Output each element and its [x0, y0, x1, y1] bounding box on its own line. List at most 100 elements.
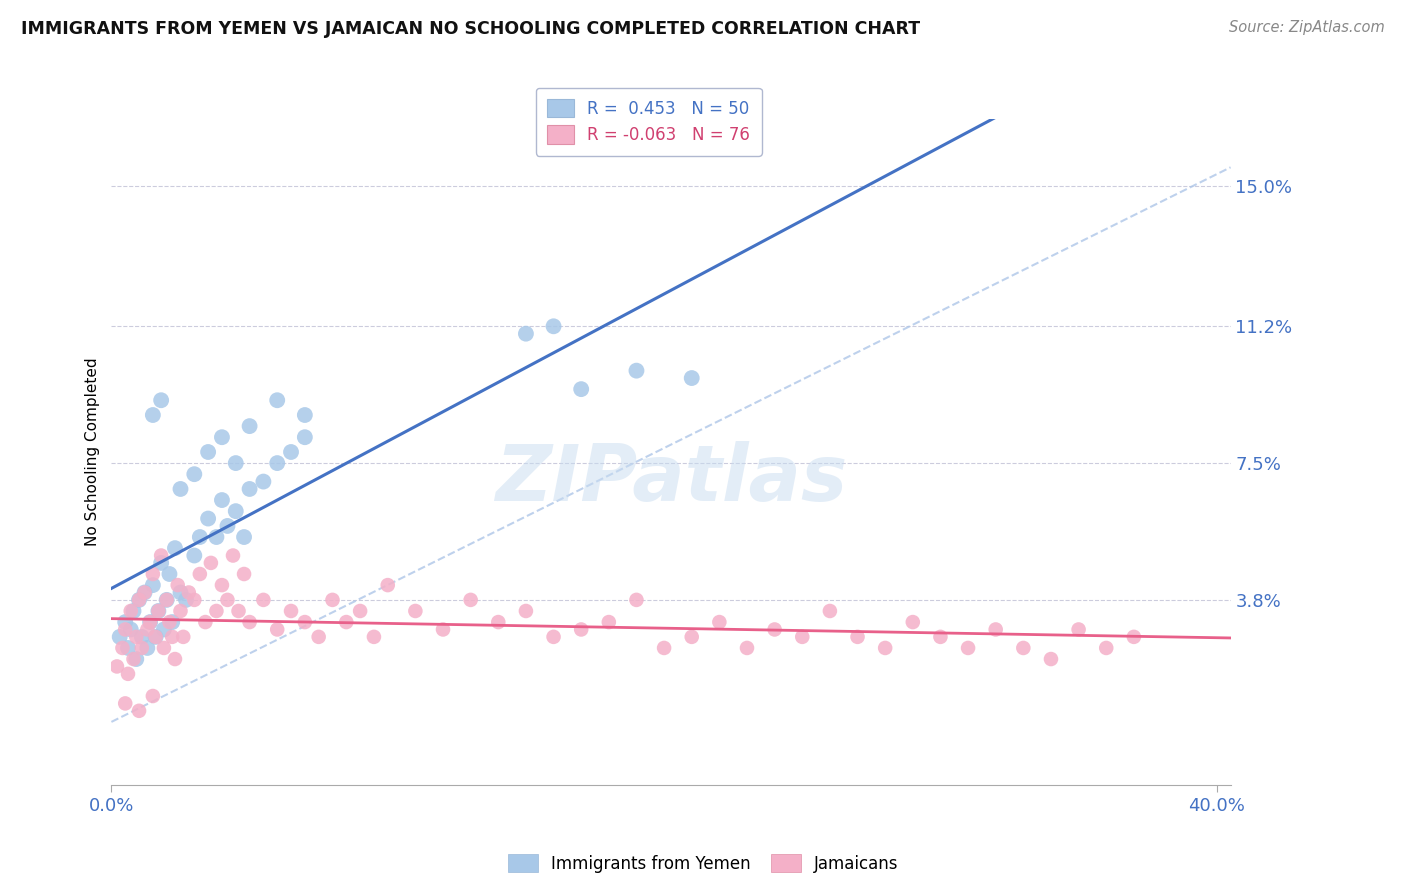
- Point: [128, 704, 150, 718]
- Point: [377, 578, 399, 592]
- Text: ZIPatlas: ZIPatlas: [495, 441, 848, 516]
- Point: [197, 511, 219, 525]
- Point: [111, 640, 134, 655]
- Point: [153, 640, 176, 655]
- Point: [136, 623, 159, 637]
- Point: [114, 623, 136, 637]
- Point: [148, 604, 170, 618]
- Point: [626, 593, 648, 607]
- Point: [156, 593, 179, 607]
- Point: [153, 623, 176, 637]
- Point: [652, 640, 675, 655]
- Point: [194, 615, 217, 629]
- Point: [145, 630, 167, 644]
- Point: [108, 630, 131, 644]
- Point: [846, 630, 869, 644]
- Point: [114, 615, 136, 629]
- Point: [252, 475, 274, 489]
- Point: [239, 615, 262, 629]
- Point: [159, 567, 181, 582]
- Point: [460, 593, 482, 607]
- Point: [188, 567, 211, 582]
- Point: [901, 615, 924, 629]
- Point: [114, 697, 136, 711]
- Point: [188, 530, 211, 544]
- Point: [681, 630, 703, 644]
- Point: [335, 615, 357, 629]
- Point: [321, 593, 343, 607]
- Point: [1012, 640, 1035, 655]
- Point: [136, 640, 159, 655]
- Point: [543, 630, 565, 644]
- Point: [163, 652, 186, 666]
- Point: [122, 604, 145, 618]
- Point: [294, 615, 316, 629]
- Point: [763, 623, 786, 637]
- Point: [626, 364, 648, 378]
- Point: [1039, 652, 1062, 666]
- Point: [225, 456, 247, 470]
- Point: [515, 604, 537, 618]
- Point: [486, 615, 509, 629]
- Point: [145, 630, 167, 644]
- Point: [1095, 640, 1118, 655]
- Point: [156, 593, 179, 607]
- Point: [163, 541, 186, 555]
- Point: [169, 482, 191, 496]
- Point: [122, 652, 145, 666]
- Point: [792, 630, 814, 644]
- Point: [1067, 623, 1090, 637]
- Point: [266, 456, 288, 470]
- Point: [197, 445, 219, 459]
- Point: [222, 549, 245, 563]
- Point: [117, 666, 139, 681]
- Point: [233, 567, 256, 582]
- Point: [128, 593, 150, 607]
- Point: [134, 585, 156, 599]
- Point: [142, 578, 165, 592]
- Point: [432, 623, 454, 637]
- Point: [177, 585, 200, 599]
- Point: [142, 567, 165, 582]
- Point: [239, 419, 262, 434]
- Legend: Immigrants from Yemen, Jamaicans: Immigrants from Yemen, Jamaicans: [501, 847, 905, 880]
- Point: [200, 556, 222, 570]
- Point: [139, 615, 162, 629]
- Point: [183, 593, 205, 607]
- Point: [125, 652, 148, 666]
- Point: [105, 659, 128, 673]
- Point: [117, 640, 139, 655]
- Point: [160, 630, 183, 644]
- Point: [211, 578, 233, 592]
- Point: [984, 623, 1007, 637]
- Point: [205, 604, 228, 618]
- Point: [159, 615, 181, 629]
- Point: [131, 630, 153, 644]
- Point: [266, 393, 288, 408]
- Point: [150, 393, 173, 408]
- Point: [120, 604, 142, 618]
- Point: [957, 640, 980, 655]
- Point: [363, 630, 385, 644]
- Text: IMMIGRANTS FROM YEMEN VS JAMAICAN NO SCHOOLING COMPLETED CORRELATION CHART: IMMIGRANTS FROM YEMEN VS JAMAICAN NO SCH…: [21, 20, 920, 37]
- Point: [252, 593, 274, 607]
- Point: [875, 640, 897, 655]
- Point: [233, 530, 256, 544]
- Point: [217, 519, 239, 533]
- Point: [174, 593, 197, 607]
- Point: [183, 467, 205, 482]
- Point: [150, 556, 173, 570]
- Point: [172, 630, 194, 644]
- Point: [543, 319, 565, 334]
- Point: [128, 593, 150, 607]
- Point: [142, 689, 165, 703]
- Point: [169, 585, 191, 599]
- Point: [142, 408, 165, 422]
- Point: [266, 623, 288, 637]
- Y-axis label: No Schooling Completed: No Schooling Completed: [86, 358, 100, 546]
- Legend: R =  0.453   N = 50, R = -0.063   N = 76: R = 0.453 N = 50, R = -0.063 N = 76: [536, 87, 762, 156]
- Point: [929, 630, 952, 644]
- Point: [228, 604, 250, 618]
- Point: [404, 604, 426, 618]
- Point: [735, 640, 758, 655]
